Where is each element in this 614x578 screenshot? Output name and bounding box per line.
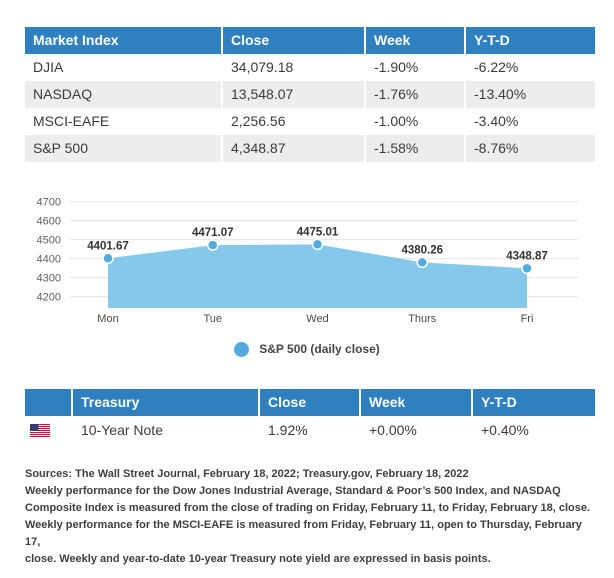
column-header-close: Close [260,389,361,416]
data-point-label: 4380.26 [401,244,443,256]
flag-cell [25,416,73,445]
sp500-area-chart: 4700 4600 4500 4400 4300 4200 4401.67 Mon 4471.0… [37,197,578,325]
column-header-market-index: Market Index [25,27,223,54]
cell-ytd: -13.40% [466,81,595,108]
cell-ytd: -6.22% [474,59,519,75]
cell-week: -1.00% [366,108,466,135]
column-header-week: Week [366,27,466,54]
chart-legend: S&P 500 (daily close) [0,338,614,360]
cell-close: 34,079.18 [223,54,366,81]
table-row: S&P 500 4,348.87 -1.58% -8.76% [25,135,595,162]
column-header-ytd: Y-T-D [473,389,595,416]
data-point-marker [207,239,219,251]
column-header-close: Close [223,27,366,54]
data-point-marker [416,256,428,269]
us-flag-icon [30,424,50,437]
cell-week: -1.90% [366,54,466,81]
cell-week: +0.00% [369,422,417,438]
cell-week: -1.58% [366,135,466,162]
table-row: MSCI-EAFE 2,256.56 -1.00% -3.40% [25,108,595,135]
column-header-treasury: Treasury [73,389,260,416]
footnote-line: close. Weekly and year-to-date 10-year T… [25,553,491,565]
market-index-table: Market Index Close Week Y-T-D DJIA 34,07… [25,27,595,162]
treasury-table: Treasury Close Week Y-T-D 10-Year Note 1… [25,389,595,445]
x-axis-label: Fri [521,313,534,325]
table-row: DJIA 34,079.18 -1.90% -6.22% [25,54,595,81]
y-tick-label: 4500 [37,235,61,247]
y-tick-label: 4600 [37,216,61,228]
footnote-line: Weekly performance for the Dow Jones Ind… [25,485,561,497]
x-axis-label: Thurs [408,313,437,325]
area-series [108,244,527,308]
sources-footnote: Sources: The Wall Street Journal, Februa… [25,466,597,568]
table-row: 10-Year Note 1.92% +0.00% +0.40% [25,416,595,445]
data-point-label: 4401.67 [87,240,129,252]
treasury-table-header-row: Treasury Close Week Y-T-D [25,389,595,416]
cell-ytd: +0.40% [481,422,529,438]
cell-index-name: DJIA [25,54,223,81]
column-header-ytd: Y-T-D [466,27,595,54]
y-tick-label: 4200 [37,292,61,304]
column-header-flag [25,389,73,416]
table-row: NASDAQ 13,548.07 -1.76% -13.40% [25,81,595,108]
cell-ytd: -3.40% [474,113,519,129]
x-axis-label: Mon [97,313,118,325]
data-point-label: 4471.07 [192,227,234,239]
footnote-line: Composite Index is measured from the clo… [25,502,591,514]
cell-close: 2,256.56 [223,108,366,135]
cell-treasury-name: 10-Year Note [81,422,163,438]
data-point-label: 4348.87 [506,250,548,262]
cell-index-name: NASDAQ [25,81,223,108]
data-point-marker [102,252,114,265]
cell-close: 1.92% [268,422,308,438]
cell-week: -1.76% [366,81,466,108]
data-point-marker [311,238,324,251]
x-axis-label: Wed [306,313,328,325]
y-tick-label: 4400 [37,254,61,266]
market-index-table-header-row: Market Index Close Week Y-T-D [25,27,595,54]
column-header-week: Week [361,389,473,416]
cell-ytd: -8.76% [466,135,595,162]
cell-close: 13,548.07 [223,81,366,108]
sp500-chart-container: 4700 4600 4500 4400 4300 4200 4401.67 Mon 4471.0… [0,188,614,338]
footnote-line: Sources: The Wall Street Journal, Februa… [25,468,469,480]
cell-close: 4,348.87 [223,135,366,162]
cell-index-name: S&P 500 [25,135,223,162]
cell-index-name: MSCI-EAFE [25,108,223,135]
legend-marker-icon [234,341,250,357]
legend-label: S&P 500 (daily close) [259,342,380,356]
x-axis-label: Tue [203,313,222,325]
data-point-label: 4475.01 [297,226,339,238]
y-tick-label: 4300 [37,273,61,285]
y-tick-label: 4700 [37,197,61,209]
footnote-line: Weekly performance for the MSCI-EAFE is … [25,519,582,548]
data-point-marker [521,262,533,275]
